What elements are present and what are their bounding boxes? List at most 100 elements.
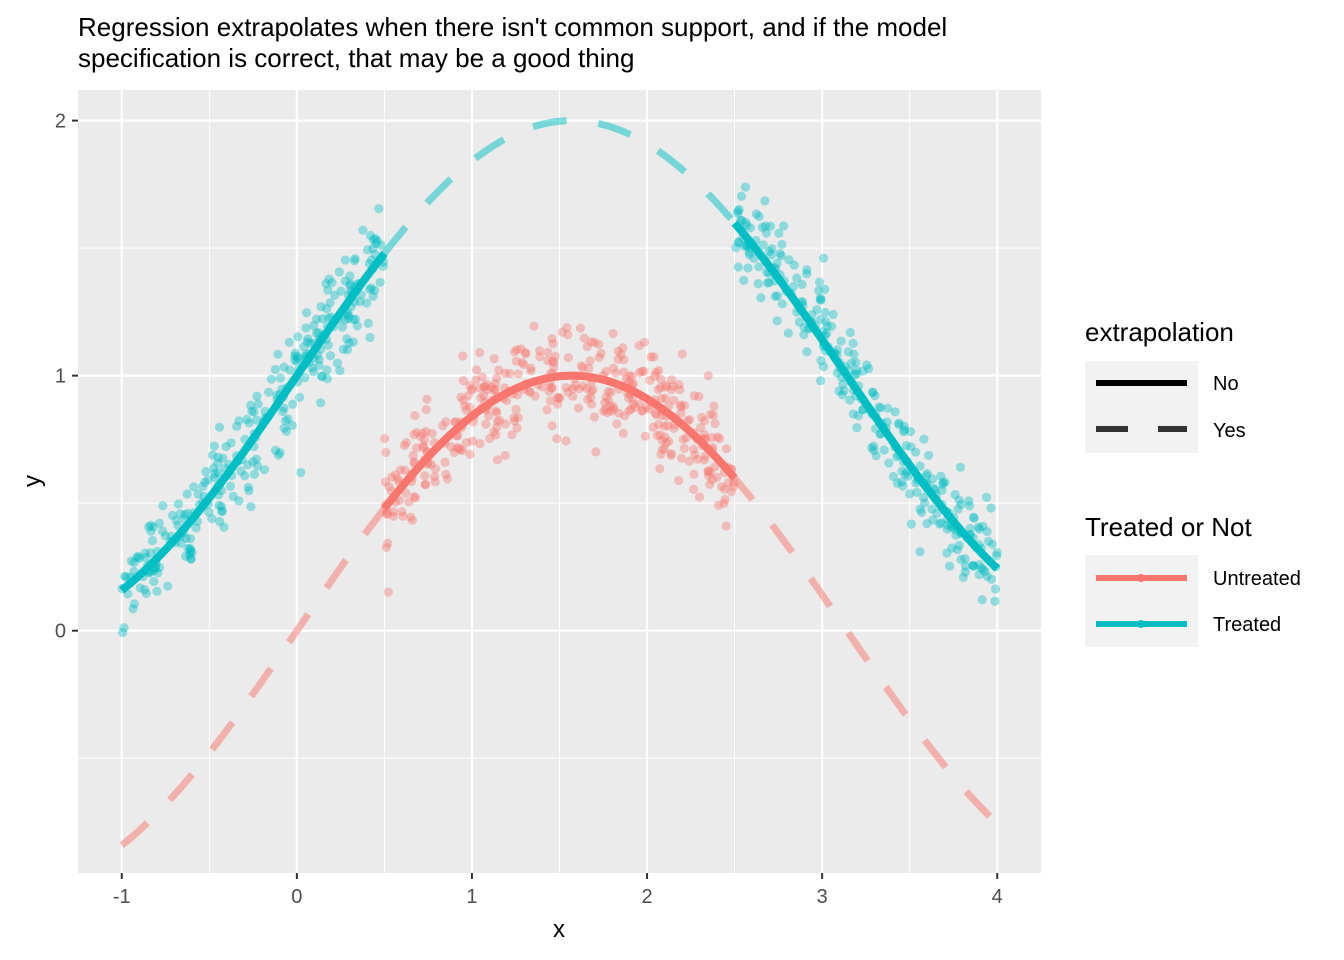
data-point-treated [892,478,902,488]
data-point-untreated [446,442,456,452]
data-point-treated [976,563,986,573]
data-point-treated [764,277,774,288]
data-point-treated [974,570,984,580]
data-point-untreated [606,387,616,398]
data-point-untreated [409,429,419,440]
data-point-treated [175,509,185,519]
data-point-untreated [616,349,626,360]
data-point-untreated [401,438,412,448]
data-point-treated [739,275,749,285]
data-point-untreated [482,379,492,389]
data-point-untreated [601,392,611,402]
data-point-untreated [634,340,644,351]
data-point-untreated [454,443,464,453]
fit-line-treated-extrapolated [381,117,738,256]
data-point-treated [822,328,832,338]
data-point-treated [119,623,129,633]
data-point-treated [982,526,992,537]
data-point-untreated [461,437,472,448]
data-point-treated [761,228,772,238]
data-point-treated [974,524,984,534]
data-point-treated [325,351,336,361]
data-point-untreated [570,380,580,391]
data-point-untreated [460,401,470,411]
data-point-untreated [404,497,414,507]
data-point-treated [311,328,321,338]
data-point-treated [226,438,236,448]
data-point-treated [898,481,908,491]
data-point-untreated [471,375,481,385]
data-point-treated [345,280,355,290]
data-point-treated [770,291,780,301]
data-point-untreated [689,444,699,454]
data-point-untreated [492,416,502,426]
data-point-treated [305,338,315,348]
data-point-treated [214,500,224,511]
data-point-untreated [603,395,614,405]
data-point-treated [273,450,284,460]
data-point-untreated [491,430,501,440]
data-point-untreated [537,382,547,392]
data-point-untreated [393,474,403,484]
data-point-treated [875,403,886,413]
data-point-untreated [535,346,545,356]
data-point-untreated [639,337,650,347]
data-point-treated [345,279,356,289]
data-point-treated [209,441,219,451]
data-point-untreated [594,352,604,362]
data-point-untreated [507,430,517,440]
data-point-treated [210,473,220,483]
data-point-treated [217,506,227,516]
data-point-treated [217,506,227,516]
fit-lines [119,117,1000,849]
data-point-treated [919,492,929,503]
data-point-untreated [544,386,554,396]
data-point-untreated [410,493,421,503]
data-point-untreated [468,436,478,446]
data-point-treated [365,332,375,343]
legend-treated: Treated or Not Untreated Treated [1085,512,1301,647]
data-point-untreated [421,404,431,415]
data-point-treated [345,271,355,281]
data-point-treated [754,262,764,272]
data-point-untreated [644,404,655,414]
data-point-untreated [707,432,717,443]
data-point-treated [950,490,960,500]
data-point-untreated [721,444,732,454]
data-point-untreated [406,512,416,522]
data-point-treated [243,482,253,492]
data-point-untreated [694,492,705,502]
data-point-untreated [716,482,727,492]
data-point-treated [818,361,829,372]
data-point-treated [176,538,186,548]
data-point-untreated [491,406,501,416]
data-point-untreated [600,404,611,414]
data-point-untreated [705,409,716,419]
data-point-treated [764,246,775,256]
data-point-treated [279,423,289,433]
data-point-treated [135,583,145,593]
data-point-treated [225,481,235,491]
data-point-untreated [660,393,671,403]
data-point-untreated [661,380,671,391]
data-point-untreated [458,395,468,405]
data-point-treated [734,204,744,215]
data-point-treated [368,291,378,301]
data-point-treated [742,220,752,230]
data-point-treated [812,305,822,315]
data-point-untreated [654,365,664,376]
data-point-treated [153,568,163,578]
data-point-untreated [547,334,557,344]
data-point-treated [772,291,783,301]
data-point-untreated [449,447,459,458]
data-point-treated [915,461,925,471]
data-point-untreated [669,395,679,405]
data-point-treated [266,374,277,384]
data-point-untreated [692,454,703,464]
data-point-treated [198,481,208,492]
data-point-treated [201,467,211,477]
data-point-treated [749,253,759,263]
data-point-treated [330,290,340,300]
data-point-untreated [714,434,725,444]
data-point-untreated [676,453,687,463]
